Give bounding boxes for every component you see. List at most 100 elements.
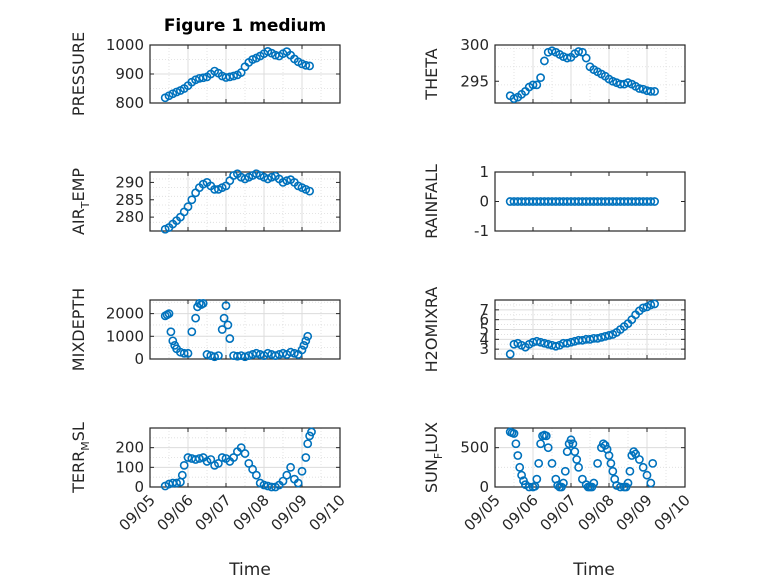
data-point <box>524 482 534 492</box>
y-tick-label: 1000 <box>106 36 144 54</box>
axes-box <box>149 171 341 232</box>
data-series <box>505 46 659 104</box>
data-point <box>534 458 544 468</box>
data-point <box>303 439 313 449</box>
data-point <box>638 462 648 472</box>
y-axis-label-subscript: M <box>79 441 92 451</box>
y-axis-label: THETA <box>422 48 441 100</box>
y-tick-label: 3 <box>479 340 489 358</box>
data-point <box>183 202 193 212</box>
data-point <box>191 313 200 323</box>
data-point <box>543 443 553 453</box>
data-point <box>270 351 280 360</box>
data-point <box>301 60 311 70</box>
data-point <box>198 299 208 308</box>
data-point <box>278 476 288 486</box>
data-point <box>267 482 276 492</box>
y-tick-label: 5 <box>479 321 489 339</box>
axes-box <box>494 44 686 104</box>
data-point <box>642 470 652 480</box>
data-point <box>650 197 659 206</box>
data-point <box>515 462 525 472</box>
data-point <box>517 470 526 480</box>
data-point <box>263 348 273 358</box>
y-axis-label-subscript: T <box>79 201 92 209</box>
y-axis-label: TERRMSL <box>69 422 92 494</box>
data-point <box>570 447 580 456</box>
y-axis-label-main: TERR <box>69 451 88 494</box>
data-point <box>551 341 561 351</box>
data-point <box>248 464 257 474</box>
data-point <box>543 339 553 349</box>
data-point <box>206 455 216 464</box>
x-tick-label: 09/05 <box>116 491 159 534</box>
data-point <box>638 303 648 313</box>
data-series <box>505 427 658 492</box>
y-axis-label: MIXDEPTH <box>69 288 88 371</box>
data-point <box>593 458 602 468</box>
data-point <box>589 478 599 488</box>
data-point <box>244 458 254 468</box>
data-point <box>217 325 227 334</box>
subplot-theta: 295 300 THETA <box>422 36 686 104</box>
data-point <box>528 80 538 90</box>
data-point <box>623 478 633 488</box>
y-tick-label: 300 <box>460 36 489 54</box>
data-point <box>251 348 261 358</box>
data-point <box>532 336 542 346</box>
data-point <box>168 336 178 346</box>
x-tick-label: 09/07 <box>192 491 235 534</box>
data-series <box>160 427 316 492</box>
axes-box <box>494 427 686 488</box>
y-tick-label: 4 <box>479 330 489 348</box>
y-tick-label: 7 <box>479 301 489 319</box>
data-point <box>177 470 187 480</box>
chart-title: Figure 1 medium <box>164 16 326 36</box>
plot-area <box>150 300 340 359</box>
y-axis-label-main: H2OMIXRA <box>422 287 441 373</box>
data-point <box>560 466 570 476</box>
y-tick-label: 0 <box>134 478 144 496</box>
data-point <box>299 340 309 350</box>
x-tick-label: 09/07 <box>537 491 580 534</box>
data-point <box>183 348 193 358</box>
x-axis-label-left: Time <box>228 560 271 580</box>
data-point <box>244 351 254 360</box>
data-point <box>172 478 181 488</box>
subplot-mixdepth: 0 1000 2000 MIXDEPTH <box>69 288 341 371</box>
y-tick-label: 295 <box>460 72 489 90</box>
x-tick-label: 09/06 <box>499 491 542 534</box>
y-axis-label-subscript: F <box>432 453 445 459</box>
y-tick-label: 2000 <box>106 305 144 323</box>
data-series <box>160 169 314 234</box>
y-axis-label-main: PRESSURE <box>69 32 88 116</box>
data-point <box>604 330 614 340</box>
y-axis-label: H2OMIXRA <box>422 287 441 373</box>
x-tick-label: 09/08 <box>575 491 618 534</box>
data-point <box>179 460 189 470</box>
data-point <box>183 453 193 462</box>
data-point <box>536 337 545 347</box>
x-tick-label: 09/05 <box>461 491 504 534</box>
y-axis-label: SUNFLUX <box>422 422 445 493</box>
y-tick-label: -1 <box>474 222 489 240</box>
data-point <box>251 470 261 480</box>
data-point <box>629 447 639 456</box>
data-point <box>604 451 614 460</box>
y-tick-label: 900 <box>115 65 144 83</box>
data-point <box>259 480 269 490</box>
y-tick-label: 0 <box>134 350 144 368</box>
y-tick-label: 280 <box>115 208 144 226</box>
y-tick-label: 100 <box>115 458 144 476</box>
data-point <box>505 349 515 359</box>
data-point <box>303 331 313 341</box>
data-point <box>566 337 576 347</box>
data-point <box>648 458 658 468</box>
data-point <box>223 320 233 330</box>
data-point <box>229 453 238 462</box>
data-point <box>286 462 295 472</box>
y-axis-label: PRESSURE <box>69 32 88 116</box>
